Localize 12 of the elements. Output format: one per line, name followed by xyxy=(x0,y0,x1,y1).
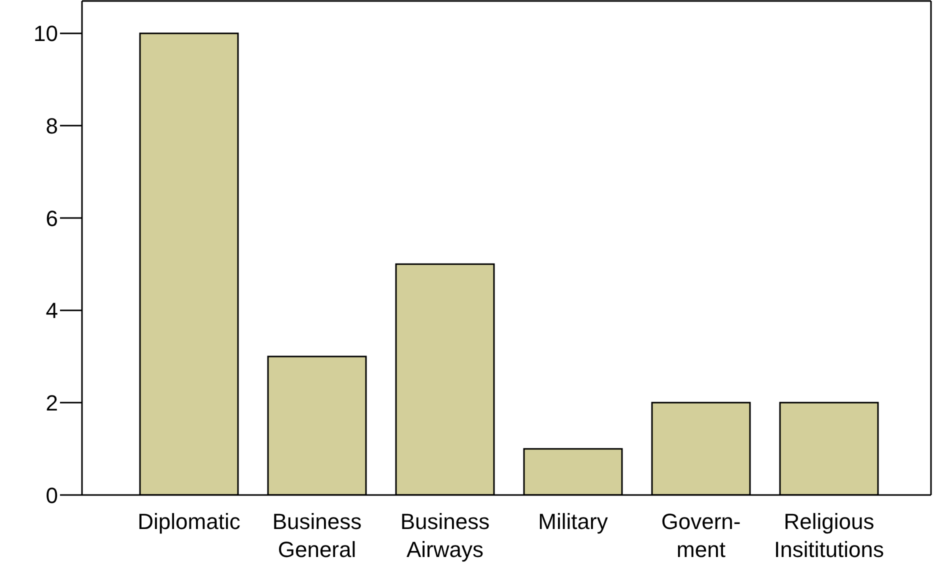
x-tick-label: Govern- ment xyxy=(661,509,741,562)
y-tick-label: 10 xyxy=(34,21,58,46)
x-tick-label: Military xyxy=(538,509,608,534)
x-tick-label: Business Airways xyxy=(400,509,490,562)
y-tick-label: 2 xyxy=(46,390,58,416)
y-tick-label: 6 xyxy=(46,206,58,231)
y-tick-label: 4 xyxy=(46,298,58,324)
x-tick-label: Business General xyxy=(272,509,362,562)
y-tick-label: 0 xyxy=(46,482,58,508)
x-tick-label: Religious Insititutions xyxy=(774,509,884,562)
x-tick-label: Diplomatic xyxy=(138,509,240,534)
y-tick-label: 8 xyxy=(46,113,58,138)
